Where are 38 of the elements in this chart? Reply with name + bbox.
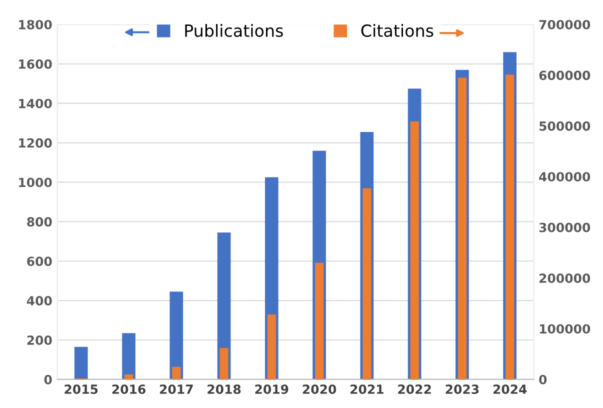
- bar: [315, 262, 324, 380]
- bar: [124, 374, 134, 380]
- bar: [220, 348, 228, 380]
- x-tick-label: 2020: [302, 384, 336, 394]
- x-tick-label: 2018: [208, 384, 241, 394]
- y2-tick-label: 700000: [539, 20, 590, 30]
- x-tick-label: 2021: [350, 384, 384, 394]
- y2-tick-label: 200000: [540, 273, 590, 283]
- y-tick-label: 0: [44, 374, 52, 384]
- x-tick-label: 2023: [446, 384, 479, 394]
- y-tick-label: 1200: [19, 138, 52, 148]
- y2-tick-label: 500000: [539, 121, 590, 131]
- y-tick-label: 200: [27, 335, 52, 345]
- x-tick-label: 2016: [112, 384, 146, 394]
- bar: [172, 366, 181, 380]
- y2-tick-label: 0: [539, 374, 547, 384]
- y-tick-label: 1000: [19, 178, 52, 188]
- y-tick-label: 1400: [19, 98, 52, 108]
- bar: [170, 292, 184, 380]
- y-tick-label: 1600: [19, 59, 52, 69]
- y2-tick-label: 300000: [539, 222, 590, 232]
- bar: [122, 333, 136, 380]
- y-tick-label: 600: [27, 256, 52, 266]
- y-tick-label: 1800: [19, 20, 52, 30]
- y2-tick-label: 600000: [539, 70, 590, 80]
- y-tick-label: 400: [26, 296, 52, 306]
- x-tick-label: 2024: [493, 384, 527, 394]
- x-tick-label: 2022: [398, 384, 431, 394]
- x-tick-label: 2017: [160, 384, 193, 394]
- x-tick-label: 2019: [255, 384, 288, 394]
- y2-tick-label: 400000: [539, 172, 590, 182]
- x-tick-label: 2015: [64, 384, 98, 394]
- bar: [267, 314, 276, 380]
- legend-label: Publications: [185, 24, 283, 37]
- y2-tick-label: 100000: [540, 324, 590, 334]
- bar: [74, 346, 88, 380]
- y-tick-label: 800: [27, 217, 52, 227]
- legend-label: Citations: [361, 24, 434, 37]
